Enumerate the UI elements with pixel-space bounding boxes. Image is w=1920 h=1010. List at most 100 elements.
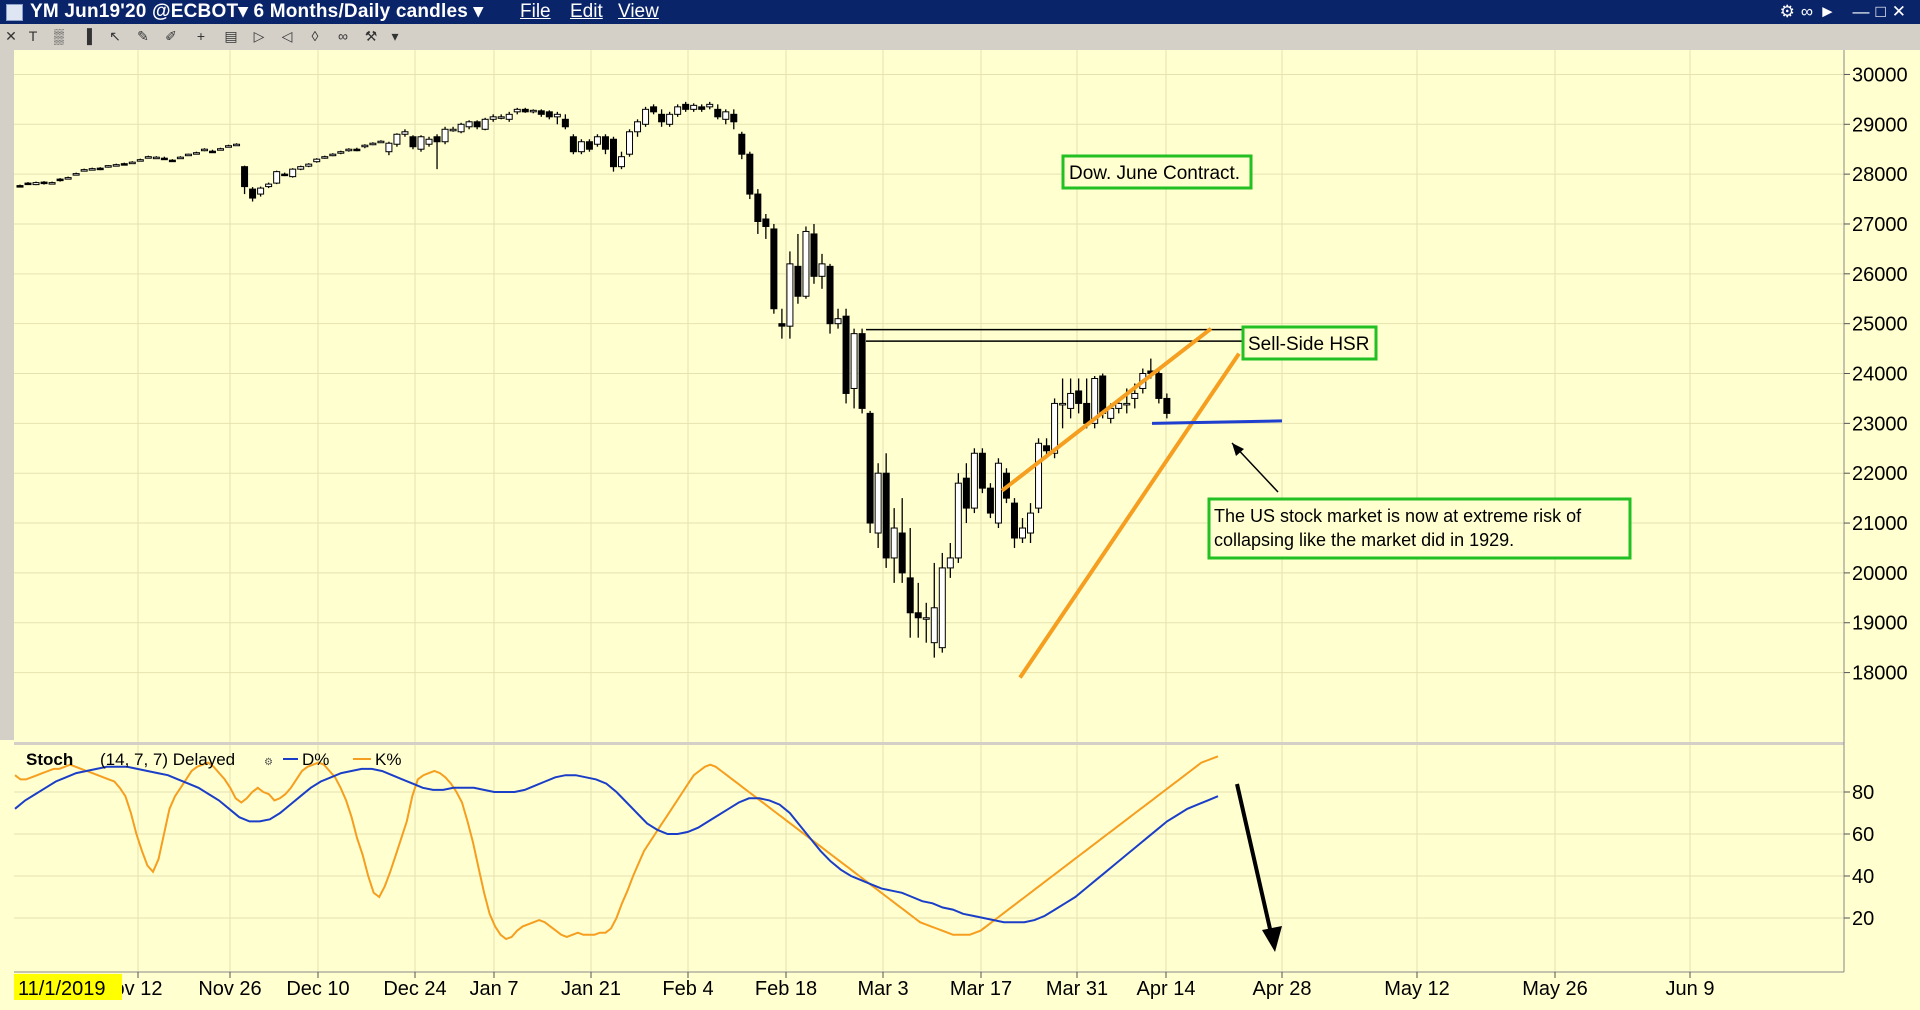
candle-body [866, 412, 874, 524]
candle-body [1115, 402, 1123, 409]
menu-view[interactable]: View [618, 1, 659, 22]
candle-body [682, 103, 690, 110]
date-tick-label: Mar 3 [857, 978, 908, 1000]
menu-file[interactable]: File [520, 1, 551, 22]
candle-body [24, 182, 32, 186]
window-title[interactable]: YM Jun19'20 @ECBOT▾ 6 Months/Daily candl… [30, 1, 484, 22]
candle-body [321, 156, 329, 159]
date-tick-label: May 26 [1522, 978, 1588, 1000]
candle-body [200, 148, 208, 152]
text-tool-icon[interactable]: T [28, 28, 38, 44]
candle-body [553, 113, 561, 118]
candle-body [1163, 397, 1171, 414]
left-scrollbar[interactable] [0, 50, 14, 740]
candle-body [601, 136, 609, 150]
risk-pointer-arrowhead [1232, 443, 1244, 456]
stoch-grid [14, 791, 1844, 919]
wedge-lower-line [1018, 352, 1241, 679]
candle-body [385, 142, 393, 153]
candle-body [16, 185, 24, 188]
price-tick-label: 27000 [1852, 214, 1908, 236]
candle-body [48, 182, 56, 185]
candle-body [634, 121, 642, 133]
candle-body [465, 121, 473, 128]
candle-body [249, 188, 257, 199]
candle-body [72, 173, 80, 176]
candle-body [425, 138, 433, 145]
dropdown-icon[interactable]: ▾ [391, 28, 399, 44]
candle-body [192, 152, 200, 155]
down-arrow [1235, 783, 1275, 943]
candle-body [329, 153, 337, 157]
candle-body [650, 106, 658, 113]
candle-body [160, 157, 168, 161]
stoch-settings-icon[interactable]: ⚙ [264, 757, 273, 768]
wrench-icon[interactable]: ⚒ [364, 28, 378, 44]
scroll-left-icon[interactable]: ◁ [281, 28, 293, 44]
close-icon[interactable]: ✕ [5, 28, 17, 44]
stoch-tick-label: 20 [1852, 908, 1874, 930]
candle-style-icon[interactable]: ▐ [82, 28, 92, 44]
annotation-risk-line1: The US stock market is now at extreme ri… [1214, 506, 1582, 526]
candle-body [642, 108, 650, 125]
studies-icon[interactable]: ▤ [224, 28, 238, 44]
candle-body [577, 141, 585, 153]
candle-body [802, 230, 810, 297]
date-tick-label: Jan 7 [470, 978, 519, 1000]
annotation-risk-line2: collapsing like the market did in 1929. [1214, 530, 1514, 550]
candle-body [1043, 445, 1051, 452]
candle-body [88, 168, 96, 171]
support-line [1151, 419, 1283, 425]
crosshair-icon[interactable]: + [196, 28, 206, 44]
candle-body [738, 133, 746, 155]
stoch-name: Stoch [26, 750, 73, 769]
candle-body [906, 577, 914, 614]
brush-icon[interactable]: ✐ [165, 28, 177, 44]
menu-edit[interactable]: Edit [570, 1, 603, 22]
legend-k: K% [375, 750, 401, 769]
window-app-icon [6, 4, 23, 21]
candle-body [273, 171, 281, 184]
wedge-upper-line [1000, 327, 1213, 493]
price-tick-label: 20000 [1852, 563, 1908, 585]
candle-body [954, 482, 962, 559]
bar-style-icon[interactable]: ▒ [54, 28, 64, 44]
candle-body [922, 617, 930, 620]
scroll-right-icon[interactable]: ▷ [253, 28, 265, 44]
candle-body [217, 148, 224, 151]
candle-body [176, 156, 184, 160]
annotation-risk-box [1207, 497, 1632, 560]
candle-body [698, 106, 706, 110]
candle-body [1123, 402, 1131, 406]
candle-body [409, 136, 417, 148]
stoch-lines [14, 755, 1219, 941]
cursor-icon[interactable]: ↖ [109, 28, 121, 44]
candle-body [208, 150, 216, 154]
candle-body [874, 472, 882, 534]
candle-body [152, 156, 160, 160]
candles [16, 101, 1171, 658]
candle-body [64, 177, 72, 180]
candle-body [714, 108, 722, 118]
window-controls[interactable]: ⚙∞► —□✕ [1779, 2, 1912, 21]
candle-body [850, 333, 858, 389]
candle-body [585, 141, 593, 150]
candle-body [882, 472, 890, 559]
zoom-icon[interactable]: ◊ [311, 28, 319, 44]
down-arrow-head [1262, 926, 1282, 952]
candle-body [128, 161, 136, 165]
candle-body [361, 144, 369, 148]
candle-body [401, 131, 409, 135]
link-icon[interactable]: ∞ [338, 28, 348, 44]
candle-body [609, 138, 617, 168]
candle-body [289, 168, 297, 178]
price-tick-label: 18000 [1852, 663, 1908, 685]
stoch-d-line [14, 765, 1219, 924]
pencil-icon[interactable]: ✎ [137, 28, 149, 44]
candle-body [513, 108, 521, 113]
stoch-axis-labels: 80 60 40 20 [1844, 782, 1874, 930]
stoch-tick-label: 60 [1852, 824, 1874, 846]
pane-divider[interactable] [14, 742, 1844, 745]
candle-body [986, 487, 994, 514]
